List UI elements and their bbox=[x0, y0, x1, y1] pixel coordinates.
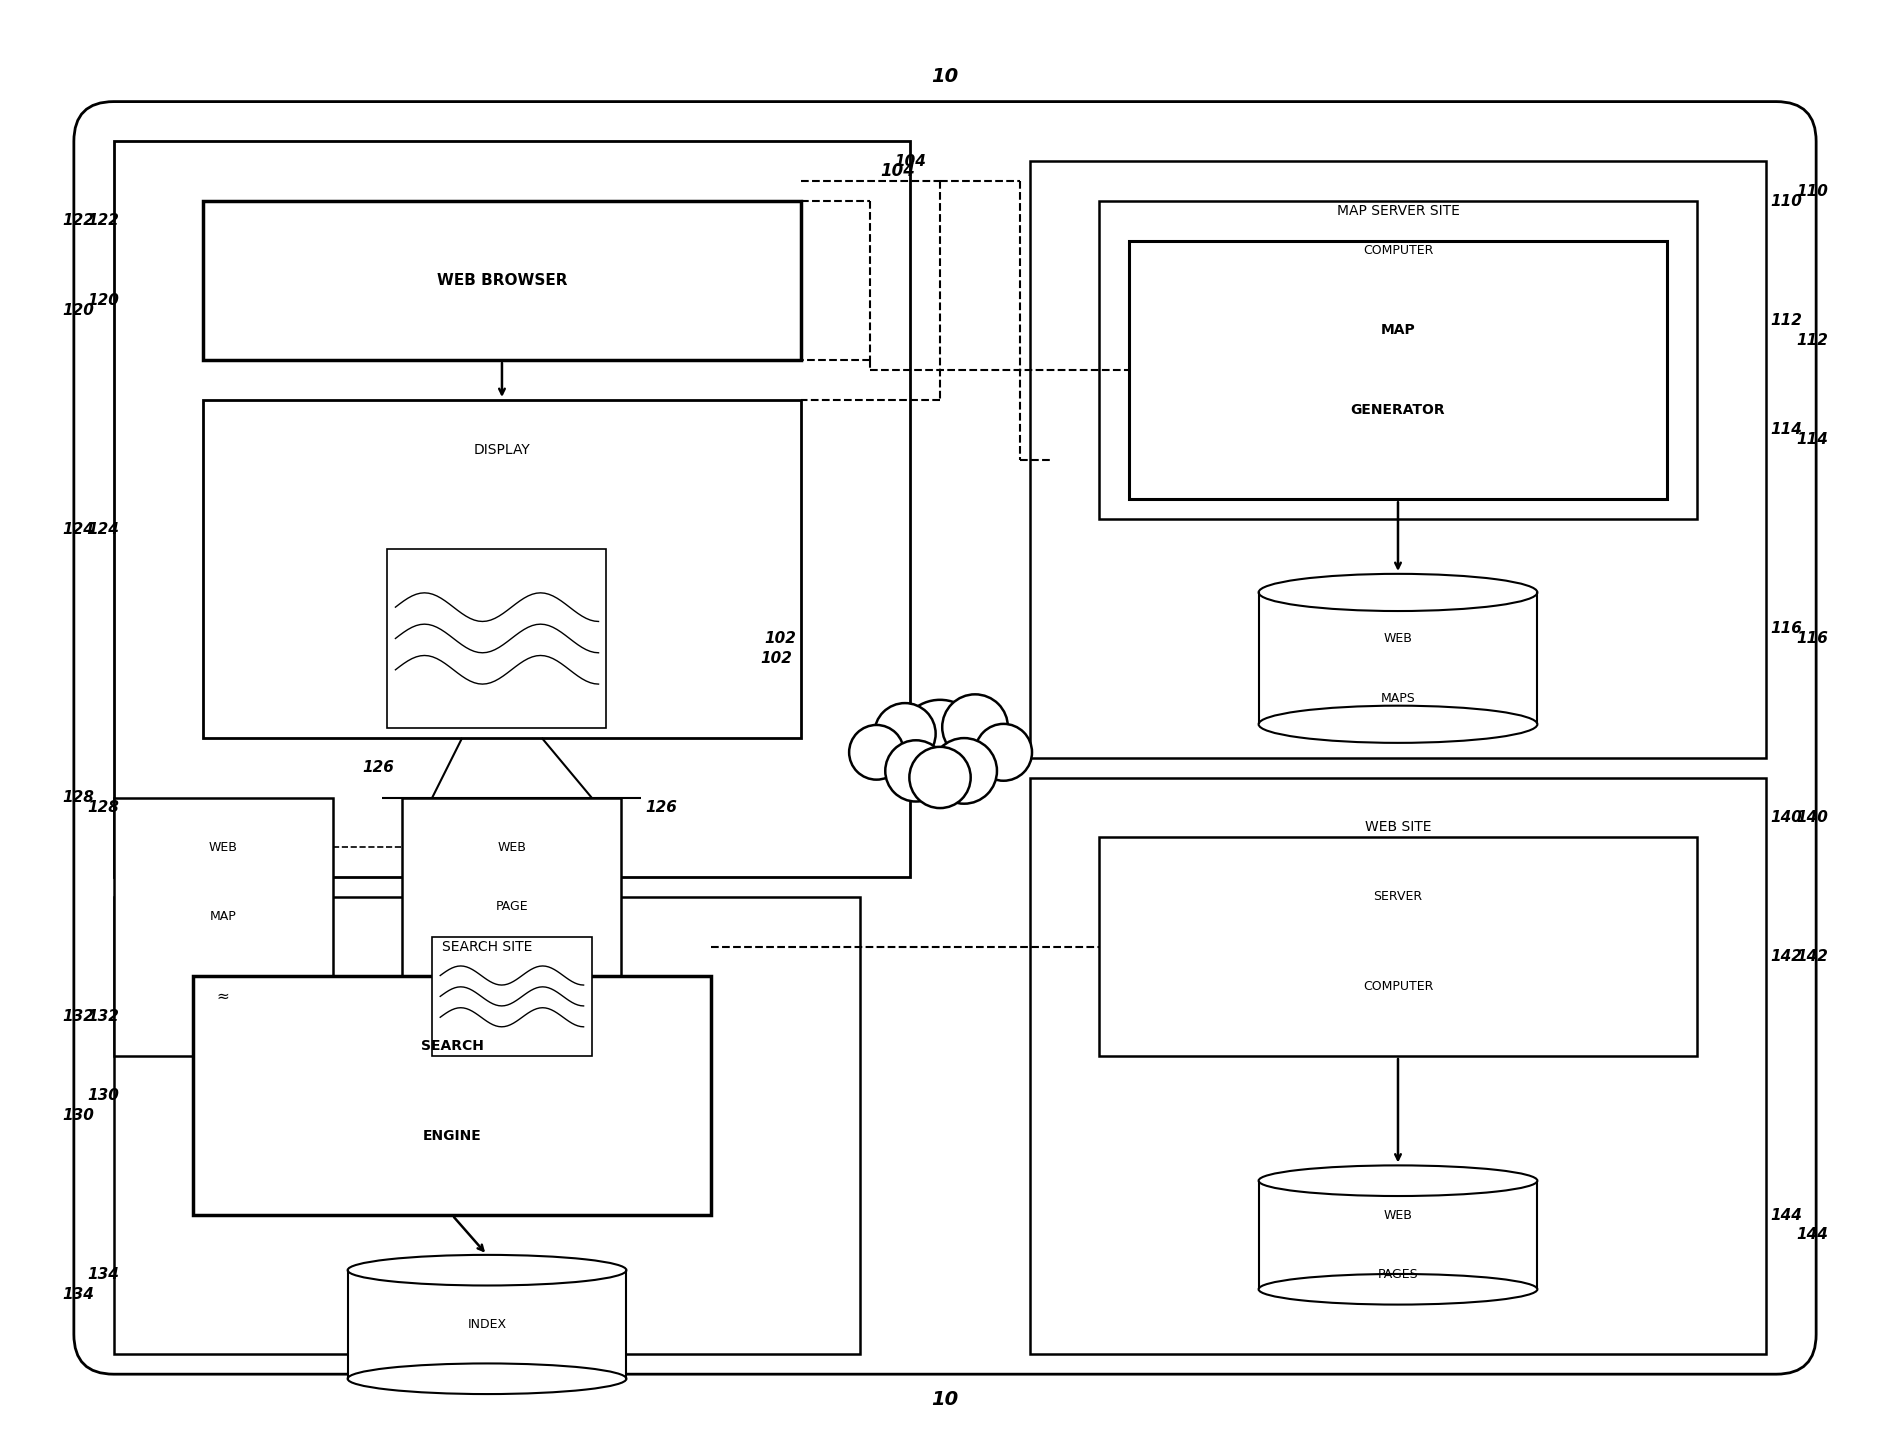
Text: INDEX: INDEX bbox=[467, 1319, 506, 1332]
Text: 132: 132 bbox=[62, 1009, 94, 1024]
Text: WEB: WEB bbox=[1383, 631, 1411, 646]
Text: SEARCH: SEARCH bbox=[421, 1040, 484, 1053]
Circle shape bbox=[943, 695, 1007, 759]
Text: MAP SERVER SITE: MAP SERVER SITE bbox=[1336, 204, 1458, 219]
Ellipse shape bbox=[1258, 1274, 1536, 1304]
Text: COMPUTER: COMPUTER bbox=[1362, 244, 1432, 257]
Text: 110: 110 bbox=[1795, 184, 1827, 198]
Text: 142: 142 bbox=[1770, 949, 1802, 963]
Text: WEB: WEB bbox=[497, 841, 525, 854]
Text: 128: 128 bbox=[87, 800, 119, 815]
Bar bbox=[1099, 837, 1696, 1055]
Bar bbox=[193, 976, 710, 1215]
Text: 142: 142 bbox=[1795, 949, 1827, 963]
Text: 112: 112 bbox=[1795, 332, 1827, 348]
Bar bbox=[113, 141, 910, 877]
Text: PAGES: PAGES bbox=[1377, 1268, 1417, 1281]
Text: 130: 130 bbox=[62, 1109, 94, 1123]
Bar bbox=[402, 798, 621, 1055]
Text: 116: 116 bbox=[1770, 621, 1802, 636]
Text: 102: 102 bbox=[761, 651, 791, 666]
Ellipse shape bbox=[348, 1363, 625, 1393]
Text: DISPLAY: DISPLAY bbox=[474, 443, 531, 457]
Text: 104: 104 bbox=[893, 154, 926, 168]
Text: 132: 132 bbox=[87, 1009, 119, 1024]
Text: ≈: ≈ bbox=[217, 989, 229, 1004]
Text: WEB BROWSER: WEB BROWSER bbox=[436, 273, 567, 288]
Text: 144: 144 bbox=[1795, 1228, 1827, 1242]
Circle shape bbox=[884, 741, 946, 801]
Text: 128: 128 bbox=[62, 789, 94, 805]
Text: WEB: WEB bbox=[208, 841, 238, 854]
Circle shape bbox=[975, 723, 1031, 781]
Text: WEB SITE: WEB SITE bbox=[1364, 820, 1430, 834]
Text: 134: 134 bbox=[87, 1267, 119, 1283]
Text: 140: 140 bbox=[1770, 810, 1802, 825]
Bar bbox=[113, 798, 332, 1055]
Text: SERVER: SERVER bbox=[1373, 890, 1422, 903]
Text: 10: 10 bbox=[931, 68, 958, 86]
Ellipse shape bbox=[1258, 1165, 1536, 1196]
Bar bbox=[204, 201, 801, 360]
Bar bbox=[1030, 161, 1766, 758]
Text: PAGE: PAGE bbox=[495, 900, 527, 913]
Ellipse shape bbox=[1258, 574, 1536, 611]
Text: 120: 120 bbox=[87, 293, 119, 308]
Text: 122: 122 bbox=[87, 213, 119, 229]
Text: 104: 104 bbox=[880, 162, 914, 180]
Text: MAPS: MAPS bbox=[1379, 692, 1415, 705]
Circle shape bbox=[875, 703, 935, 765]
Text: WEB: WEB bbox=[1383, 1208, 1411, 1222]
Circle shape bbox=[848, 725, 903, 779]
Bar bbox=[433, 936, 591, 1055]
Text: COMPUTER: COMPUTER bbox=[1362, 979, 1432, 994]
Text: 110: 110 bbox=[1770, 194, 1802, 209]
Text: 130: 130 bbox=[87, 1089, 119, 1103]
Text: 126: 126 bbox=[644, 800, 676, 815]
Text: GENERATOR: GENERATOR bbox=[1351, 403, 1445, 417]
Bar bbox=[1258, 1181, 1536, 1290]
Text: 10: 10 bbox=[931, 1389, 958, 1409]
Text: 134: 134 bbox=[62, 1287, 94, 1303]
Text: 120: 120 bbox=[62, 303, 94, 318]
Bar bbox=[113, 897, 859, 1355]
Bar bbox=[348, 1270, 625, 1379]
Bar bbox=[1099, 201, 1696, 519]
Text: 124: 124 bbox=[87, 522, 119, 536]
Ellipse shape bbox=[348, 1255, 625, 1286]
Text: 144: 144 bbox=[1770, 1208, 1802, 1222]
Text: MAP: MAP bbox=[1379, 324, 1415, 338]
Text: ENGINE: ENGINE bbox=[423, 1129, 482, 1143]
Bar bbox=[387, 549, 606, 728]
Text: MAP: MAP bbox=[210, 910, 236, 923]
Text: 112: 112 bbox=[1770, 313, 1802, 328]
Text: 114: 114 bbox=[1770, 423, 1802, 437]
Text: SEARCH SITE: SEARCH SITE bbox=[442, 939, 533, 953]
Bar bbox=[204, 400, 801, 738]
Bar bbox=[1258, 592, 1536, 725]
Circle shape bbox=[909, 746, 971, 808]
Bar bbox=[1128, 240, 1666, 499]
Text: 140: 140 bbox=[1795, 810, 1827, 825]
Bar bbox=[1030, 778, 1766, 1355]
Circle shape bbox=[931, 738, 996, 804]
Text: 116: 116 bbox=[1795, 631, 1827, 646]
Ellipse shape bbox=[1258, 706, 1536, 743]
Text: 126: 126 bbox=[363, 761, 395, 775]
Text: 124: 124 bbox=[62, 522, 94, 536]
Text: 102: 102 bbox=[765, 631, 797, 646]
Circle shape bbox=[897, 700, 980, 782]
Text: 114: 114 bbox=[1795, 433, 1827, 447]
Text: 122: 122 bbox=[62, 213, 94, 229]
